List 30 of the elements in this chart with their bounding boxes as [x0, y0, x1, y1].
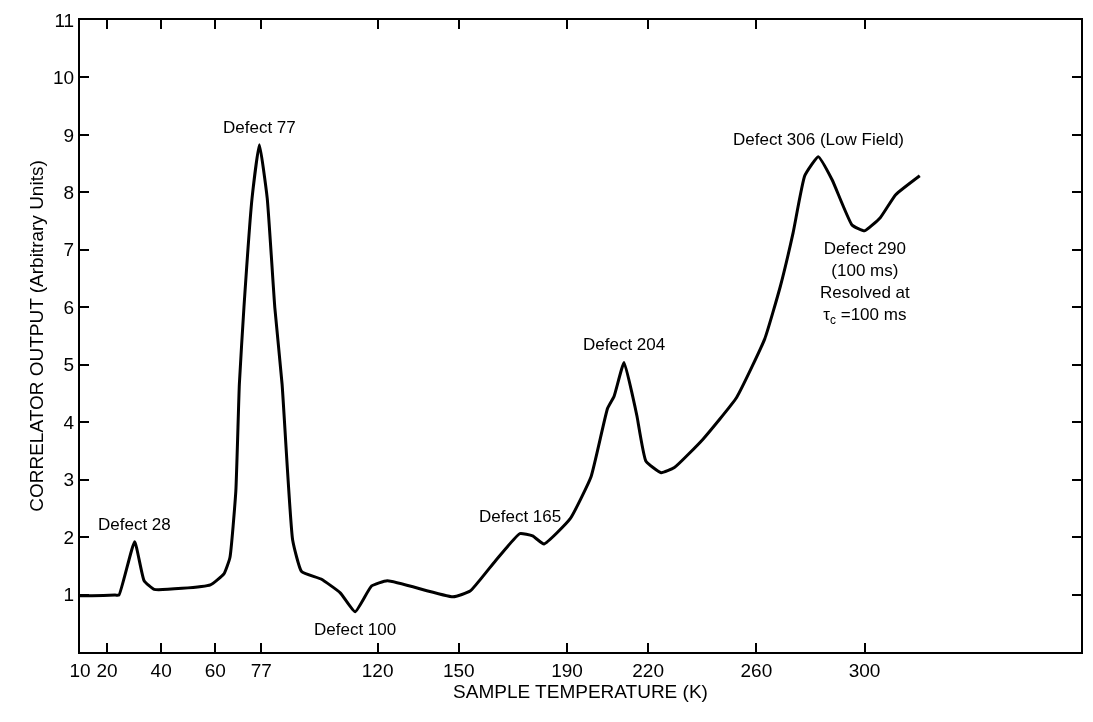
y-tick-label: 7 [63, 239, 75, 261]
annotation: Defect 28 [98, 515, 171, 534]
x-tick-label: 260 [740, 659, 773, 681]
y-tick-label: 11 [54, 9, 75, 31]
annotation: Defect 100 [314, 620, 397, 639]
y-tick-label: 4 [63, 411, 75, 433]
y-tick-label: 5 [63, 354, 75, 376]
y-tick-label: 1 [63, 584, 75, 606]
x-tick-label: 300 [848, 659, 881, 681]
x-tick-label: 20 [96, 659, 118, 681]
annotation: Defect 306 (Low Field) [733, 130, 905, 149]
x-tick-label: 190 [551, 659, 583, 681]
annotation: Defect 77 [223, 118, 296, 137]
annotation: Defect 290 (100 ms) Resolved at τ$_{c}$ =100 ms [820, 239, 911, 327]
y-tick-label: 10 [53, 67, 75, 89]
y-tick-label: 9 [63, 124, 75, 146]
y-tick-label: 2 [63, 526, 75, 548]
annotation: Defect 204 [583, 335, 666, 354]
annotation: Defect 165 [479, 507, 562, 526]
x-tick-label: 77 [250, 659, 272, 681]
y-tick-label: 6 [63, 296, 75, 318]
x-tick-label: 120 [361, 659, 394, 681]
y-axis-title: CORRELATOR OUTPUT (Arbitrary Units) [26, 160, 48, 512]
x-tick-label: 150 [442, 659, 475, 681]
y-tick-label: 8 [63, 182, 75, 204]
x-tick-label: 40 [150, 659, 172, 681]
x-axis-title: SAMPLE TEMPERATURE (K) [453, 680, 708, 702]
x-tick-label: 220 [632, 659, 664, 681]
y-tick-label: 3 [63, 469, 75, 491]
x-tick-label: 60 [204, 659, 226, 681]
